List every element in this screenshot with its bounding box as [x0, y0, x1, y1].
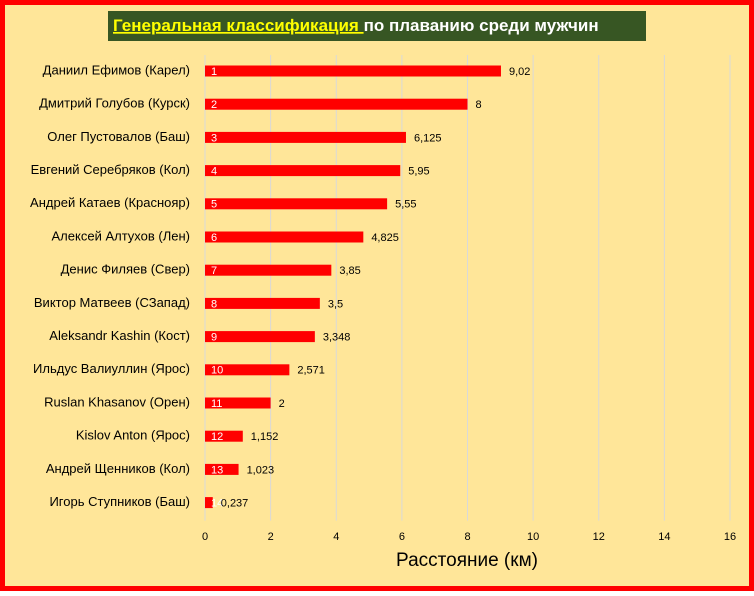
bar — [205, 463, 239, 475]
y-tick-label: Даниил Ефимов (Карел) — [43, 62, 190, 77]
y-tick-label: Андрей Щенников (Кол) — [46, 461, 190, 476]
y-tick-label: Aleksandr Kashin (Кост) — [49, 328, 190, 343]
rank-label: 4 — [211, 166, 217, 178]
value-label: 5,95 — [408, 166, 429, 178]
bar — [205, 65, 501, 77]
x-tick-label: 14 — [658, 531, 670, 543]
y-tick-label: Денис Филяев (Свер) — [61, 262, 190, 277]
x-axis-label: Расстояние (км) — [396, 550, 538, 571]
rank-label: 3 — [211, 132, 217, 144]
value-label: 0,237 — [221, 498, 249, 510]
x-tick-label: 2 — [268, 531, 274, 543]
y-tick-label: Олег Пустовалов (Баш) — [47, 129, 190, 144]
bar — [205, 198, 388, 210]
x-tick-label: 4 — [333, 531, 339, 543]
rank-label: 12 — [211, 431, 223, 443]
bar — [205, 297, 320, 309]
bar — [205, 231, 364, 243]
value-label: 2,571 — [297, 365, 325, 377]
x-tick-label: 0 — [202, 531, 208, 543]
bar — [205, 264, 332, 276]
rank-label: 5 — [211, 199, 217, 211]
chart-title: Генеральная классификация по плаванию ср… — [113, 16, 599, 35]
value-label: 3,5 — [328, 298, 343, 310]
rank-label: 11 — [211, 398, 222, 410]
bar — [205, 397, 271, 409]
x-tick-label: 8 — [464, 531, 470, 543]
rank-label: 10 — [211, 365, 223, 377]
title-part: по плаванию среди мужчин — [364, 16, 599, 35]
y-tick-label: Ильдус Валиуллин (Ярос) — [33, 361, 190, 376]
rank-label: 9 — [211, 332, 217, 344]
rank-label: 2 — [211, 99, 217, 111]
bar — [205, 430, 243, 442]
bar — [205, 364, 290, 376]
y-tick-label: Дмитрий Голубов (Курск) — [39, 96, 190, 111]
value-label: 1,152 — [251, 431, 279, 443]
y-tick-label: Алексей Алтухов (Лен) — [52, 228, 190, 243]
value-label: 3,85 — [339, 265, 360, 277]
title-box — [108, 11, 646, 41]
value-label: 4,825 — [371, 232, 399, 244]
rank-label: 6 — [211, 232, 217, 244]
x-tick-label: 16 — [724, 531, 736, 543]
value-label: 9,02 — [509, 66, 530, 78]
y-tick-label: Игорь Ступников (Баш) — [49, 494, 190, 509]
rank-label: 14 — [211, 498, 223, 510]
value-label: 5,55 — [395, 199, 416, 211]
value-label: 8 — [476, 99, 482, 111]
value-label: 6,125 — [414, 132, 442, 144]
value-label: 2 — [279, 398, 285, 410]
y-tick-label: Kislov Anton (Ярос) — [76, 428, 190, 443]
x-tick-label: 6 — [399, 531, 405, 543]
rank-label: 13 — [211, 464, 223, 476]
y-tick-label: Виктор Матвеев (СЗапад) — [34, 295, 190, 310]
rank-label: 8 — [211, 298, 217, 310]
value-label: 3,348 — [323, 332, 351, 344]
bar — [205, 497, 213, 509]
x-tick-label: 12 — [593, 531, 605, 543]
value-label: 1,023 — [247, 464, 275, 476]
bar — [205, 131, 406, 143]
bar — [205, 165, 401, 177]
bar — [205, 98, 468, 110]
bar — [205, 331, 315, 343]
y-tick-label: Евгений Серебряков (Кол) — [31, 162, 190, 177]
y-tick-label: Андрей Катаев (Краснояр) — [30, 195, 190, 210]
x-tick-label: 10 — [527, 531, 539, 543]
rank-label: 7 — [211, 265, 217, 277]
title-part: Генеральная классификация — [113, 16, 364, 35]
rank-label: 1 — [211, 66, 217, 78]
y-tick-label: Ruslan Khasanov (Орен) — [44, 394, 190, 409]
